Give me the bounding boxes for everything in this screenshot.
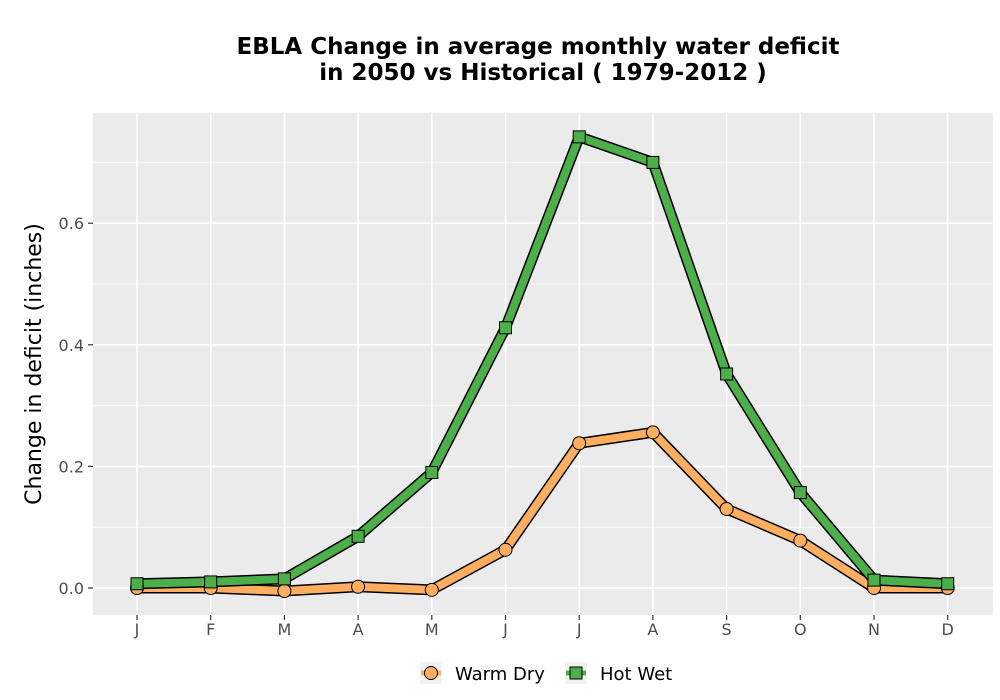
series-line	[133, 132, 952, 588]
data-point	[277, 572, 291, 586]
major-gridlines	[93, 113, 993, 615]
y-tick-label: 0.4	[59, 336, 84, 355]
x-tick-label: J	[502, 620, 508, 639]
plot-panel	[93, 113, 993, 615]
data-point	[646, 155, 660, 169]
x-tick-label: M	[277, 620, 291, 639]
legend-key-marker	[424, 666, 438, 680]
x-tick-label: F	[206, 620, 215, 639]
chart-title-line-1: EBLA Change in average monthly water def…	[237, 34, 840, 60]
y-axis: 0.0 0.2 0.4 0.6	[59, 214, 93, 598]
data-point	[719, 501, 734, 516]
legend-label: Hot Wet	[600, 664, 672, 685]
legend-label: Warm Dry	[455, 664, 545, 685]
legend-key-marker	[569, 666, 583, 680]
y-tick-label: 0.2	[59, 457, 84, 476]
data-point	[720, 367, 734, 381]
chart-title-line-2: in 2050 vs Historical ( 1979-2012 )	[319, 60, 766, 86]
data-point	[204, 575, 218, 589]
data-point	[277, 584, 292, 599]
y-tick-label: 0.0	[59, 579, 84, 598]
data-point	[793, 533, 808, 548]
data-point	[867, 573, 881, 587]
data-point	[793, 486, 807, 500]
x-tick-label: M	[425, 620, 439, 639]
x-tick-label: J	[134, 620, 140, 639]
data-point	[425, 465, 439, 479]
data-point	[351, 529, 365, 543]
data-point	[572, 130, 586, 144]
data-point	[572, 436, 587, 451]
x-tick-label: S	[722, 620, 732, 639]
x-tick-label: N	[868, 620, 880, 639]
x-tick-label: D	[942, 620, 954, 639]
data-point	[130, 577, 144, 591]
y-tick-label: 0.6	[59, 214, 84, 233]
x-tick-label: O	[794, 620, 807, 639]
data-point	[941, 577, 955, 591]
data-point	[424, 582, 439, 597]
x-tick-label: J	[576, 620, 582, 639]
x-tick-label: A	[647, 620, 658, 639]
data-point	[498, 542, 513, 557]
y-axis-label: Change in deficit (inches)	[22, 223, 47, 505]
data-point	[645, 425, 660, 440]
minor-gridlines	[93, 161, 993, 528]
data-point	[499, 321, 512, 335]
series-line	[133, 428, 952, 596]
series-layer	[130, 130, 955, 599]
data-point	[351, 579, 366, 594]
legend: Warm Dry Hot Wet	[420, 662, 672, 685]
x-tick-label: A	[353, 620, 364, 639]
